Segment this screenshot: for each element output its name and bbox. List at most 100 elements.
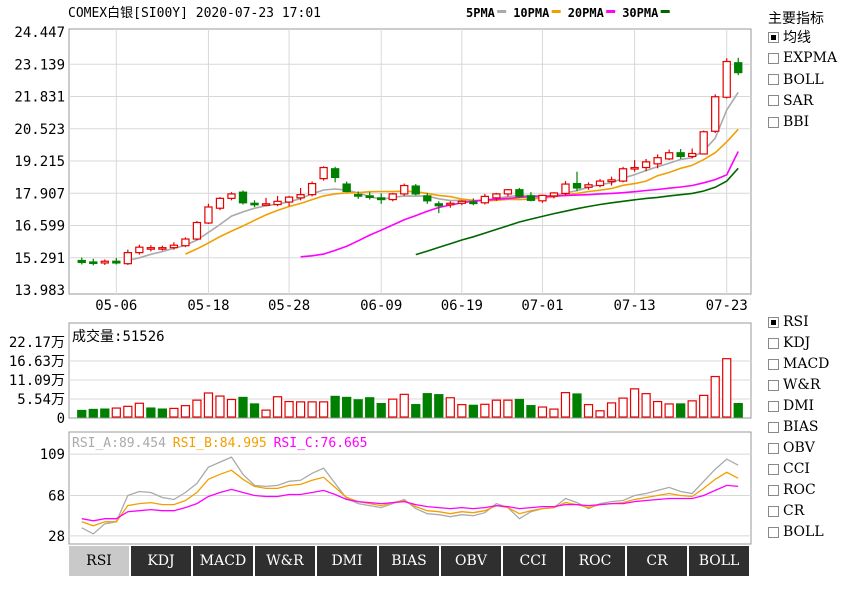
price-y-axis: 24.44723.13921.83120.52319.21517.90716.5…: [14, 25, 65, 299]
checkbox[interactable]: [768, 317, 779, 328]
checkbox[interactable]: [768, 527, 779, 538]
volume-bar: [711, 377, 719, 417]
checkbox[interactable]: [768, 117, 779, 128]
volume-bar: [642, 394, 650, 417]
volume-bar: [596, 411, 604, 417]
volume-bar: [469, 405, 477, 417]
checkbox[interactable]: [768, 443, 779, 454]
main-indicator-0[interactable]: 均线: [768, 28, 811, 46]
tab-rsi[interactable]: RSI: [69, 546, 129, 576]
volume-bar: [354, 400, 362, 417]
sub-indicator-roc8[interactable]: ROC: [768, 481, 816, 499]
sub-indicator-boll10[interactable]: BOLL: [768, 523, 824, 541]
volume-bar: [250, 404, 258, 417]
volume-bar: [723, 359, 731, 417]
candle-body: [493, 194, 500, 198]
volume-bar: [89, 409, 97, 417]
legend-swatch-4: [661, 10, 670, 13]
rsi-y-tick: 28: [48, 529, 65, 545]
volume-bar: [112, 408, 120, 417]
candle-body: [424, 196, 431, 201]
candle-body: [481, 196, 488, 202]
candle-body: [585, 185, 592, 187]
volume-bar: [297, 402, 305, 417]
checkbox[interactable]: [768, 485, 779, 496]
price-y-tick: 19.215: [14, 154, 65, 170]
candle-body: [78, 260, 85, 262]
main-indicator-expma1[interactable]: EXPMA: [768, 49, 837, 67]
tab-cci[interactable]: CCI: [503, 546, 563, 576]
legend-swatch-2: [552, 10, 561, 13]
volume-bar: [423, 394, 431, 417]
volume-y-tick: 11.09万: [9, 373, 65, 389]
tab-cr[interactable]: CR: [627, 546, 687, 576]
sub-indicator-cci7[interactable]: CCI: [768, 460, 810, 478]
checkbox-label: KDJ: [783, 335, 810, 351]
checkbox[interactable]: [768, 95, 779, 106]
checkbox[interactable]: [768, 380, 779, 391]
candle-body: [101, 261, 108, 263]
sub-indicator-wr3[interactable]: W&R: [768, 376, 820, 394]
volume-y-tick: 0: [57, 411, 65, 427]
checkbox[interactable]: [768, 422, 779, 433]
candle-body: [366, 196, 373, 198]
tab-obv[interactable]: OBV: [441, 546, 501, 576]
candle-body: [712, 97, 719, 132]
price-y-tick: 13.983: [14, 283, 65, 299]
candle-body: [193, 223, 200, 240]
price-y-tick: 23.139: [14, 57, 65, 73]
tab-boll[interactable]: BOLL: [689, 546, 749, 576]
checkbox[interactable]: [768, 53, 779, 64]
sub-indicator-kdj1[interactable]: KDJ: [768, 334, 810, 352]
checkbox[interactable]: [768, 359, 779, 370]
main-indicator-boll2[interactable]: BOLL: [768, 71, 824, 89]
tab-macd[interactable]: MACD: [193, 546, 253, 576]
candle-body: [643, 162, 650, 168]
price-x-tick: 06-09: [360, 298, 402, 314]
candle-body: [608, 180, 615, 182]
checkbox-label: ROC: [783, 482, 816, 498]
checkbox-label: OBV: [783, 440, 815, 456]
ma-legend: 5PMA 10PMA 20PMA 30PMA: [466, 6, 670, 20]
volume-bar: [677, 404, 685, 417]
sub-indicator-macd2[interactable]: MACD: [768, 355, 829, 373]
main-indicator-bbi4[interactable]: BBI: [768, 113, 809, 131]
price-x-tick: 06-19: [441, 298, 483, 314]
volume-bar: [492, 400, 500, 417]
sub-indicator-obv6[interactable]: OBV: [768, 439, 815, 457]
sub-indicator-bias5[interactable]: BIAS: [768, 418, 819, 436]
price-x-axis: 05-06 05-18 05-28 06-09 06-19 07-01 07-13 07-23: [95, 298, 748, 314]
volume-bar: [158, 409, 166, 417]
volume-y-tick: 5.54万: [17, 392, 65, 408]
checkbox[interactable]: [768, 338, 779, 349]
checkbox[interactable]: [768, 401, 779, 412]
candle-body: [297, 195, 304, 198]
tab-kdj[interactable]: KDJ: [131, 546, 191, 576]
checkbox[interactable]: [768, 464, 779, 475]
chart-title: COMEX白银[SI00Y] 2020-07-23 17:01: [68, 5, 321, 21]
price-y-tick: 16.599: [14, 219, 65, 235]
checkbox[interactable]: [768, 32, 779, 43]
tab-wr[interactable]: W&R: [255, 546, 315, 576]
rsi-y-axis: 109 68 28: [40, 447, 65, 545]
price-y-tick: 21.831: [14, 90, 65, 106]
rsi-y-tick: 109: [40, 447, 65, 463]
volume-bar: [181, 406, 189, 417]
candle-body: [320, 168, 327, 179]
main-indicator-sar3[interactable]: SAR: [768, 92, 813, 110]
sub-indicator-rsi0[interactable]: RSI: [768, 313, 809, 331]
candle-body: [562, 184, 569, 193]
tab-roc[interactable]: ROC: [565, 546, 625, 576]
sub-indicator-dmi4[interactable]: DMI: [768, 397, 814, 415]
tab-bias[interactable]: BIAS: [379, 546, 439, 576]
sub-indicator-cr9[interactable]: CR: [768, 502, 804, 520]
volume-colon: :: [114, 329, 122, 345]
checkbox[interactable]: [768, 74, 779, 85]
rsi-label-RSI_B: RSI_B:84.995: [173, 436, 267, 451]
tab-dmi[interactable]: DMI: [317, 546, 377, 576]
candle-body: [285, 197, 292, 202]
legend-label-1: 5PMA: [466, 6, 496, 20]
price-y-tick: 20.523: [14, 122, 65, 138]
checkbox[interactable]: [768, 506, 779, 517]
